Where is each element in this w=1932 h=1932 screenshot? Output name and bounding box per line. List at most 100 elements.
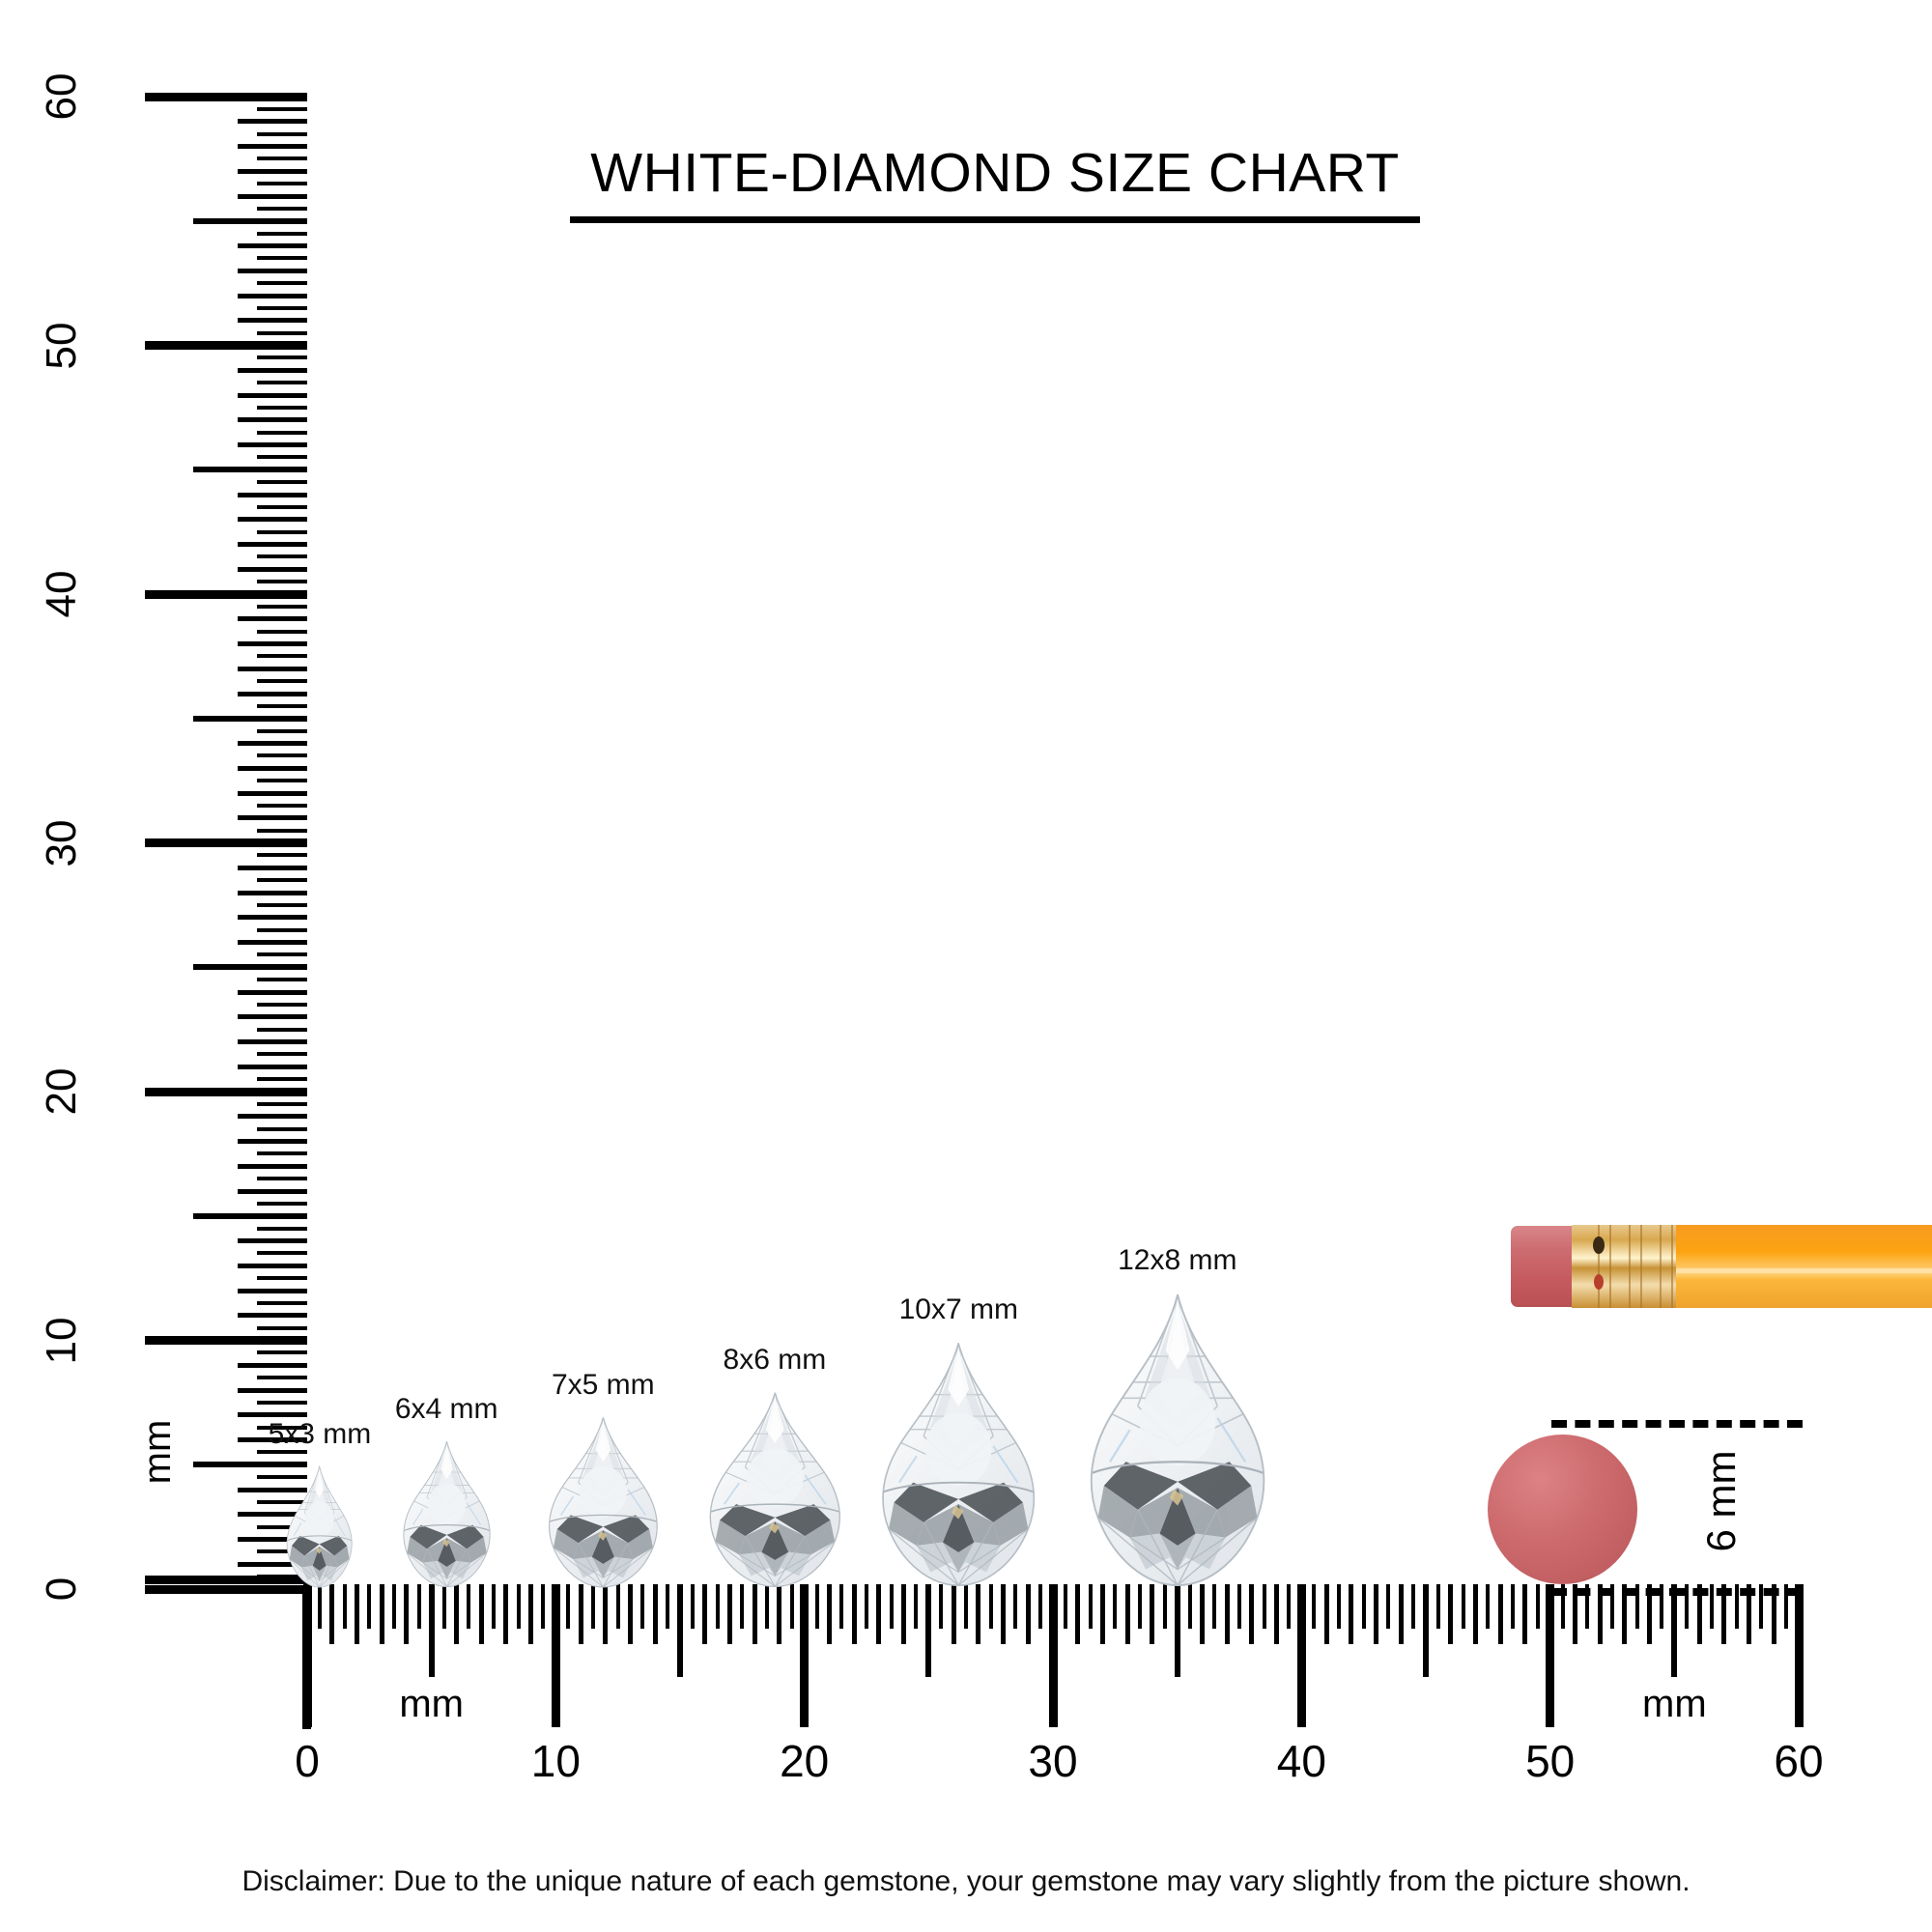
- disclaimer-text: Disclaimer: Due to the unique nature of …: [242, 1865, 1690, 1897]
- vruler-minor-tick: [257, 1376, 307, 1380]
- hruler-minor-tick: [1212, 1584, 1217, 1629]
- vruler-minor-tick: [238, 492, 307, 497]
- gemstone-8x6-mm: 8x6 mm: [700, 1345, 850, 1589]
- vruler-minor-tick: [257, 554, 307, 559]
- hruler-minor-tick: [1411, 1584, 1416, 1629]
- hruler-major-tick: [1296, 1584, 1306, 1727]
- vruler-mid-tick: [193, 217, 307, 224]
- hruler-mid-tick: [1174, 1584, 1180, 1677]
- vruler-minor-tick: [238, 1313, 307, 1319]
- hruler-mid-tick: [1423, 1584, 1429, 1677]
- hruler-minor-tick: [478, 1584, 484, 1644]
- hruler-tick-label: 20: [780, 1736, 830, 1786]
- hruler-unit-label: mm: [399, 1683, 464, 1725]
- hruler-minor-tick: [1771, 1584, 1776, 1644]
- vruler-minor-tick: [257, 430, 307, 435]
- hruler-minor-tick: [1585, 1584, 1590, 1629]
- vruler-minor-tick: [238, 616, 307, 622]
- hruler-minor-tick: [1312, 1584, 1317, 1629]
- vruler-minor-tick: [238, 1412, 307, 1418]
- hruler-tick-label: 40: [1276, 1736, 1326, 1786]
- callout-dash-top: [1551, 1420, 1803, 1428]
- hruler-minor-tick: [1374, 1584, 1379, 1644]
- hruler-minor-tick: [367, 1584, 372, 1629]
- vruler-mid-tick: [193, 1462, 307, 1468]
- vruler-minor-tick: [238, 641, 307, 646]
- vruler-minor-tick: [257, 1027, 307, 1032]
- vruler-minor-tick: [238, 1238, 307, 1243]
- hruler-minor-tick: [379, 1584, 384, 1644]
- hruler-minor-tick: [1435, 1584, 1440, 1629]
- vruler-minor-tick: [238, 765, 307, 771]
- hruler-major-tick: [1546, 1584, 1555, 1727]
- hruler-tick-label: 10: [530, 1736, 581, 1786]
- vruler-minor-tick: [238, 1188, 307, 1194]
- hruler-minor-tick: [889, 1584, 894, 1629]
- hruler-minor-tick: [1647, 1584, 1653, 1644]
- vruler-minor-tick: [238, 367, 307, 373]
- hruler-minor-tick: [652, 1584, 658, 1644]
- vruler-minor-tick: [257, 828, 307, 833]
- hruler-minor-tick: [615, 1584, 620, 1629]
- hruler-minor-tick: [839, 1584, 844, 1629]
- hruler-minor-tick: [516, 1584, 521, 1629]
- vruler-minor-tick: [238, 293, 307, 298]
- hruler-minor-tick: [814, 1584, 819, 1629]
- hruler-minor-tick: [1535, 1584, 1540, 1629]
- pear-cut-diamond-icon: [287, 1465, 353, 1588]
- vruler-minor-tick: [238, 1263, 307, 1268]
- hruler-minor-tick: [1323, 1584, 1329, 1644]
- hruler-minor-tick: [1038, 1584, 1043, 1629]
- hruler-minor-tick: [1199, 1584, 1205, 1644]
- hruler-minor-tick: [666, 1584, 670, 1629]
- vruler-unit-label: mm: [136, 1420, 179, 1485]
- hruler-minor-tick: [1685, 1584, 1690, 1629]
- pear-cut-diamond-icon: [709, 1392, 840, 1587]
- vruler-minor-tick: [238, 268, 307, 273]
- vruler-tick-label: 20: [38, 1067, 85, 1116]
- hruler-minor-tick: [988, 1584, 993, 1629]
- vruler-minor-tick: [238, 1014, 307, 1020]
- vruler-minor-tick: [257, 256, 307, 261]
- hruler-mid-tick: [925, 1584, 932, 1677]
- hruler-minor-tick: [1287, 1584, 1292, 1629]
- hruler-minor-tick: [492, 1584, 496, 1629]
- hruler-minor-tick: [392, 1584, 397, 1629]
- hruler-minor-tick: [578, 1584, 583, 1644]
- vruler-major-tick: [145, 1584, 307, 1594]
- hruler-minor-tick: [1187, 1584, 1192, 1629]
- hruler-minor-tick: [342, 1584, 347, 1629]
- vruler-minor-tick: [238, 119, 307, 125]
- vruler-minor-tick: [238, 1537, 307, 1542]
- vruler-minor-tick: [257, 1524, 307, 1529]
- vruler-minor-tick: [257, 1101, 307, 1106]
- hruler-minor-tick: [1784, 1584, 1789, 1629]
- title-underline: [570, 215, 1420, 223]
- vruler-minor-tick: [257, 1350, 307, 1355]
- hruler-minor-tick: [1386, 1584, 1391, 1629]
- vruler-minor-tick: [257, 878, 307, 883]
- hruler-minor-tick: [851, 1584, 857, 1644]
- vruler-minor-tick: [238, 1437, 307, 1442]
- hruler-minor-tick: [1634, 1584, 1639, 1629]
- vruler-minor-tick: [238, 318, 307, 324]
- vruler-minor-tick: [238, 865, 307, 870]
- vruler-minor-tick: [257, 131, 307, 136]
- vruler-minor-tick: [238, 168, 307, 174]
- gemstone-12x8-mm: 12x8 mm: [1078, 1245, 1277, 1589]
- hruler-minor-tick: [1150, 1584, 1155, 1644]
- pear-cut-diamond-icon: [1090, 1293, 1265, 1586]
- hruler-minor-tick: [354, 1584, 359, 1644]
- chart-title-text: WHITE-DIAMOND SIZE CHART: [590, 142, 1400, 204]
- vruler-minor-tick: [257, 927, 307, 932]
- hruler-minor-tick: [690, 1584, 695, 1629]
- hruler-tick-label: 50: [1525, 1736, 1576, 1786]
- vruler-minor-tick: [238, 691, 307, 696]
- hruler-minor-tick: [1162, 1584, 1167, 1629]
- vruler-minor-tick: [238, 517, 307, 523]
- vruler-minor-tick: [257, 803, 307, 808]
- vruler-minor-tick: [257, 1126, 307, 1131]
- vruler-minor-tick: [238, 1139, 307, 1144]
- hruler-minor-tick: [726, 1584, 732, 1644]
- hruler-minor-tick: [702, 1584, 708, 1644]
